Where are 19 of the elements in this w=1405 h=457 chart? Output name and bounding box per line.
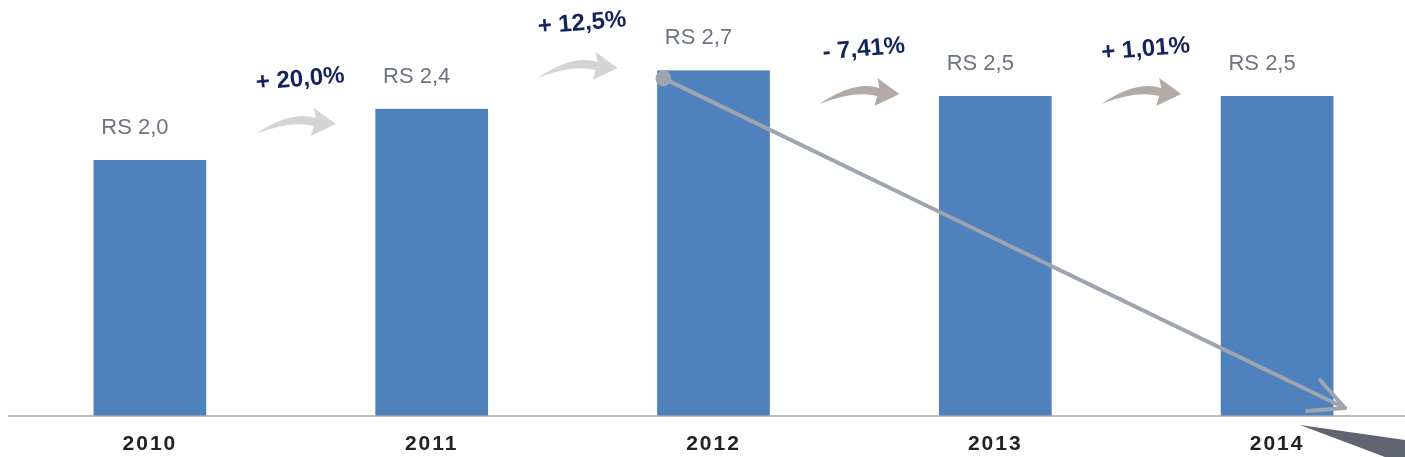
- data-label: RS 2,5: [946, 50, 1014, 75]
- x-tick-label: 2011: [404, 431, 459, 454]
- data-label: RS 2,0: [101, 114, 169, 139]
- bar: [938, 96, 1052, 416]
- bar: [93, 160, 207, 416]
- x-tick-label: 2013: [967, 431, 1023, 454]
- x-tick-label: 2012: [686, 431, 741, 454]
- annotation: + 1,01%: [1100, 30, 1191, 65]
- bar: [1220, 96, 1334, 416]
- bar: [657, 70, 770, 416]
- annotation: + 12,5%: [536, 4, 628, 39]
- data-label: RS 2,5: [1228, 50, 1296, 75]
- data-label: RS 2,4: [383, 62, 451, 88]
- x-tick-label: 2014: [1249, 431, 1305, 454]
- x-tick-label: 2010: [122, 431, 178, 454]
- bar: [375, 108, 489, 416]
- annotation: + 20,0%: [254, 60, 346, 95]
- annotation: - 7,41%: [821, 30, 907, 65]
- data-label: RS 2,7: [664, 24, 733, 50]
